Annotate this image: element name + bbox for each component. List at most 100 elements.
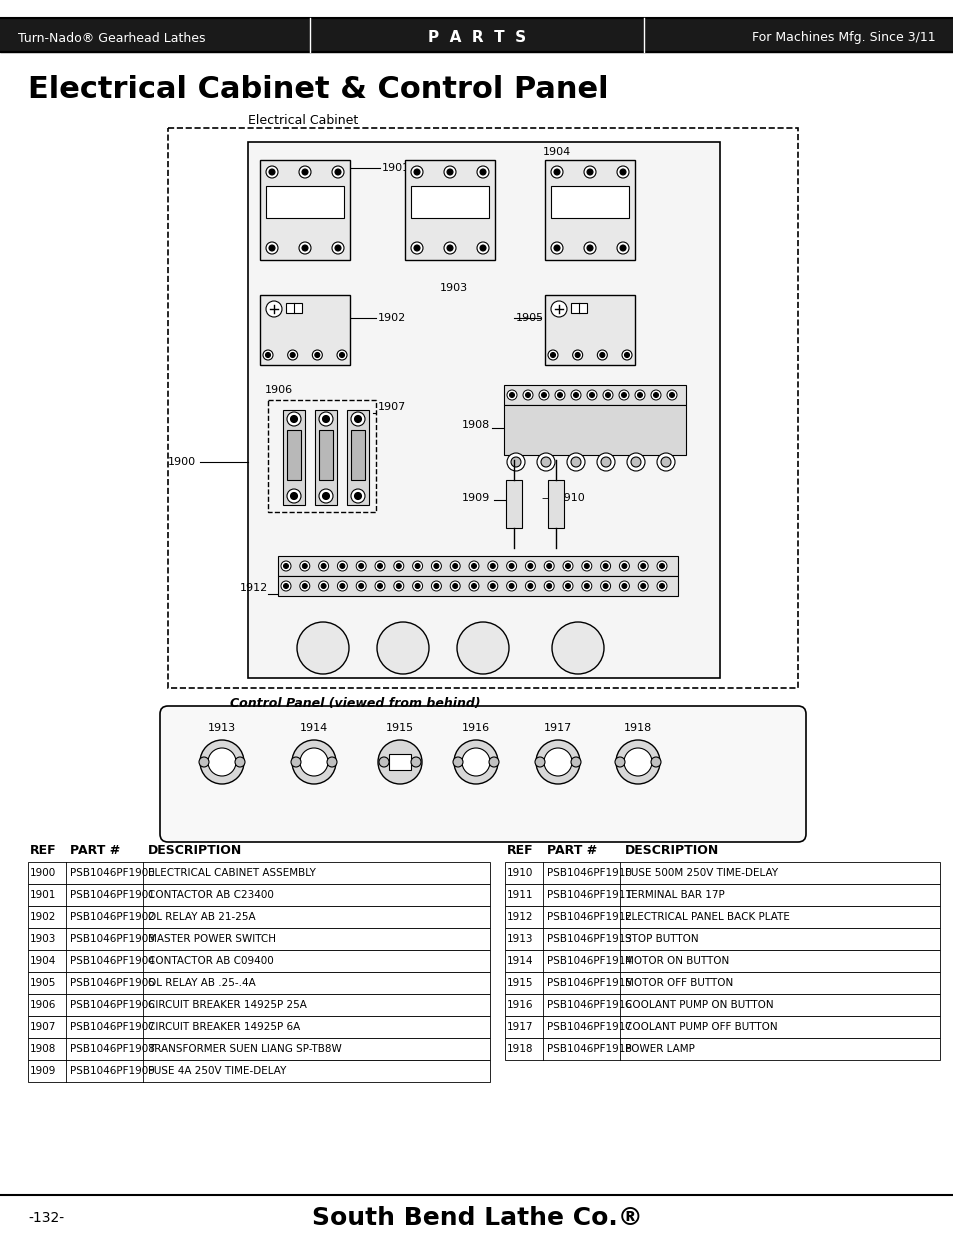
- Bar: [277, 556, 678, 576]
- Text: REF: REF: [506, 844, 533, 857]
- Circle shape: [583, 165, 596, 178]
- Circle shape: [650, 757, 660, 767]
- Text: 1914: 1914: [299, 722, 328, 734]
- Circle shape: [602, 563, 607, 568]
- Bar: [28, 862, 490, 884]
- Bar: [571, 303, 586, 312]
- Circle shape: [351, 412, 365, 426]
- Circle shape: [562, 580, 573, 592]
- Circle shape: [298, 165, 311, 178]
- Circle shape: [335, 169, 340, 175]
- Bar: [504, 1037, 939, 1060]
- Circle shape: [476, 165, 489, 178]
- Bar: [260, 295, 350, 366]
- Text: COOLANT PUMP ON BUTTON: COOLANT PUMP ON BUTTON: [624, 1000, 773, 1010]
- Circle shape: [411, 165, 422, 178]
- Circle shape: [479, 169, 485, 175]
- Text: 1904: 1904: [542, 147, 571, 157]
- Circle shape: [597, 350, 607, 359]
- Bar: [504, 994, 939, 1016]
- Text: 1903: 1903: [439, 283, 468, 293]
- Text: FUSE 4A 250V TIME-DELAY: FUSE 4A 250V TIME-DELAY: [148, 1066, 286, 1076]
- Circle shape: [287, 489, 301, 503]
- Circle shape: [358, 583, 363, 589]
- Bar: [28, 884, 490, 906]
- Circle shape: [620, 393, 626, 398]
- Text: ELECTRICAL CABINET ASSEMBLY: ELECTRICAL CABINET ASSEMBLY: [148, 868, 315, 878]
- Text: -132-: -132-: [28, 1212, 64, 1225]
- Text: 1900: 1900: [30, 868, 56, 878]
- Bar: [28, 950, 490, 972]
- Circle shape: [269, 245, 274, 251]
- Text: PSB1046PF1915: PSB1046PF1915: [546, 978, 631, 988]
- Circle shape: [290, 352, 294, 357]
- Text: PSB1046PF1909: PSB1046PF1909: [70, 1066, 154, 1076]
- Text: 1902: 1902: [377, 312, 406, 324]
- Circle shape: [454, 740, 497, 784]
- Text: PSB1046PF1903: PSB1046PF1903: [70, 934, 154, 944]
- Circle shape: [586, 245, 593, 251]
- Circle shape: [623, 748, 651, 776]
- Circle shape: [511, 457, 520, 467]
- Circle shape: [377, 563, 382, 568]
- Text: 1910: 1910: [506, 868, 533, 878]
- Circle shape: [657, 453, 675, 471]
- Circle shape: [378, 757, 389, 767]
- Circle shape: [318, 412, 333, 426]
- Circle shape: [537, 453, 555, 471]
- Circle shape: [265, 352, 271, 357]
- Circle shape: [291, 493, 297, 499]
- Circle shape: [471, 583, 476, 589]
- Circle shape: [624, 352, 629, 357]
- Circle shape: [487, 561, 497, 571]
- Circle shape: [453, 757, 462, 767]
- Circle shape: [431, 561, 441, 571]
- Circle shape: [540, 457, 551, 467]
- Text: 1916: 1916: [461, 722, 490, 734]
- Circle shape: [557, 393, 562, 398]
- Circle shape: [411, 757, 420, 767]
- Circle shape: [414, 169, 419, 175]
- Circle shape: [617, 165, 628, 178]
- Circle shape: [538, 390, 548, 400]
- Text: PSB1046PF1900: PSB1046PF1900: [70, 868, 154, 878]
- Text: POWER LAMP: POWER LAMP: [624, 1044, 694, 1053]
- Circle shape: [525, 393, 530, 398]
- Bar: [28, 927, 490, 950]
- Circle shape: [666, 390, 677, 400]
- Text: 1915: 1915: [506, 978, 533, 988]
- Circle shape: [543, 561, 554, 571]
- Circle shape: [291, 757, 301, 767]
- Text: OL RELAY AB 21-25A: OL RELAY AB 21-25A: [148, 911, 255, 923]
- Circle shape: [318, 580, 328, 592]
- Circle shape: [266, 242, 277, 254]
- Circle shape: [621, 563, 626, 568]
- Text: CIRCUIT BREAKER 14925P 6A: CIRCUIT BREAKER 14925P 6A: [148, 1023, 300, 1032]
- Circle shape: [292, 740, 335, 784]
- Circle shape: [434, 563, 438, 568]
- Circle shape: [575, 352, 579, 357]
- Circle shape: [453, 583, 457, 589]
- Circle shape: [332, 242, 344, 254]
- Text: 1906: 1906: [265, 385, 293, 395]
- Circle shape: [619, 245, 625, 251]
- Circle shape: [626, 453, 644, 471]
- Bar: [347, 410, 369, 505]
- Circle shape: [283, 583, 288, 589]
- Circle shape: [431, 580, 441, 592]
- Circle shape: [618, 390, 628, 400]
- Circle shape: [355, 415, 361, 422]
- Text: Control Panel (viewed from behind): Control Panel (viewed from behind): [230, 698, 480, 710]
- Circle shape: [283, 563, 288, 568]
- Circle shape: [615, 757, 624, 767]
- Circle shape: [469, 580, 478, 592]
- Bar: [28, 1037, 490, 1060]
- Circle shape: [638, 561, 647, 571]
- Text: 1914: 1914: [506, 956, 533, 966]
- Circle shape: [299, 561, 310, 571]
- Circle shape: [546, 563, 551, 568]
- Circle shape: [461, 748, 490, 776]
- Bar: [503, 405, 685, 454]
- Text: 1909: 1909: [461, 493, 490, 503]
- Text: Electrical Cabinet: Electrical Cabinet: [248, 114, 358, 126]
